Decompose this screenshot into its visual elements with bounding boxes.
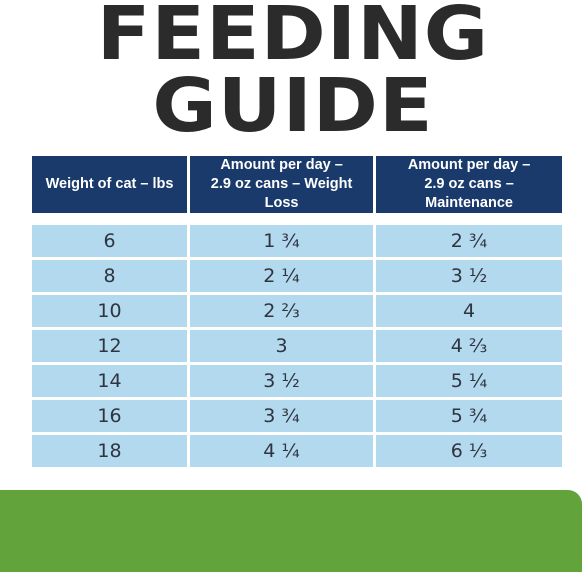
table-header-row: Weight of cat – lbs Amount per day – 2.9… bbox=[32, 156, 562, 213]
weight-loss-cell: 1 ¾ bbox=[190, 225, 374, 257]
weight-loss-cell: 4 ¼ bbox=[190, 435, 374, 467]
header-weight-label: Weight of cat – lbs bbox=[45, 176, 174, 192]
maintenance-cell: 6 ⅓ bbox=[376, 435, 562, 467]
green-footer-band bbox=[0, 490, 582, 572]
feeding-guide-table: Weight of cat – lbs Amount per day – 2.9… bbox=[29, 153, 565, 470]
table-row: 18 4 ¼ 6 ⅓ bbox=[32, 435, 562, 467]
header-weight: Weight of cat – lbs bbox=[32, 156, 188, 213]
header-maintenance-line2: 2.9 oz cans – Maintenance bbox=[424, 176, 514, 211]
table-row: 14 3 ½ 5 ¼ bbox=[32, 365, 562, 397]
header-maintenance: Amount per day – 2.9 oz cans – Maintenan… bbox=[376, 156, 562, 213]
weight-cell: 18 bbox=[32, 435, 188, 467]
header-maintenance-line1: Amount per day – bbox=[407, 157, 531, 173]
table-row: 10 2 ⅔ 4 bbox=[32, 295, 562, 327]
maintenance-cell: 3 ½ bbox=[376, 260, 562, 292]
weight-loss-cell: 2 ⅔ bbox=[190, 295, 374, 327]
weight-cell: 10 bbox=[32, 295, 188, 327]
table-row: 8 2 ¼ 3 ½ bbox=[32, 260, 562, 292]
page-title: FEEDING GUIDE bbox=[0, 0, 586, 149]
header-spacer bbox=[32, 216, 562, 222]
weight-loss-cell: 3 bbox=[190, 330, 374, 362]
maintenance-cell: 2 ¾ bbox=[376, 225, 562, 257]
weight-cell: 6 bbox=[32, 225, 188, 257]
title-line-1: FEEDING bbox=[96, 0, 490, 77]
spacer-cell bbox=[32, 216, 562, 222]
table-row: 6 1 ¾ 2 ¾ bbox=[32, 225, 562, 257]
weight-loss-cell: 3 ¾ bbox=[190, 400, 374, 432]
maintenance-cell: 5 ¼ bbox=[376, 365, 562, 397]
header-weight-loss-line1: Amount per day – bbox=[220, 157, 343, 173]
weight-cell: 12 bbox=[32, 330, 188, 362]
weight-loss-cell: 2 ¼ bbox=[190, 260, 374, 292]
table-row: 12 3 4 ⅔ bbox=[32, 330, 562, 362]
weight-cell: 14 bbox=[32, 365, 188, 397]
header-weight-loss: Amount per day – 2.9 oz cans – Weight Lo… bbox=[190, 156, 374, 213]
title-line-2: GUIDE bbox=[152, 63, 434, 149]
maintenance-cell: 5 ¾ bbox=[376, 400, 562, 432]
weight-cell: 8 bbox=[32, 260, 188, 292]
table-row: 16 3 ¾ 5 ¾ bbox=[32, 400, 562, 432]
maintenance-cell: 4 bbox=[376, 295, 562, 327]
weight-loss-cell: 3 ½ bbox=[190, 365, 374, 397]
header-weight-loss-line2: 2.9 oz cans – Weight Loss bbox=[210, 176, 353, 211]
weight-cell: 16 bbox=[32, 400, 188, 432]
maintenance-cell: 4 ⅔ bbox=[376, 330, 562, 362]
